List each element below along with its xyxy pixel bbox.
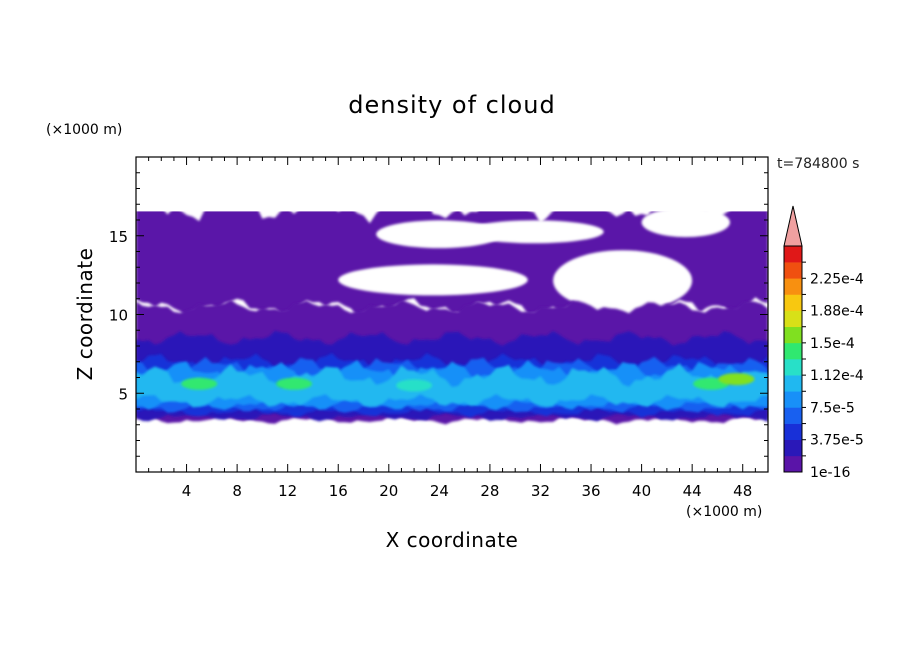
x-tick-label: 44 — [683, 482, 702, 500]
density-hotspot — [396, 379, 433, 392]
colorbar-label: 1.88e-4 — [810, 304, 864, 320]
x-tick-label: 24 — [430, 482, 449, 500]
density-hotspot — [181, 377, 218, 390]
x-axis-ticks: 4 8 12 16 20 24 28 32 36 40 44 48 — [148, 157, 756, 500]
y-axis-title: Z coordinate — [73, 248, 97, 381]
colorbar-swatch — [784, 407, 802, 424]
time-label: t=784800 s — [777, 156, 859, 172]
x-tick-label: 28 — [480, 482, 499, 500]
density-band-level-6 — [136, 363, 768, 408]
colorbar-swatch — [784, 278, 802, 295]
colorbar-swatch — [784, 326, 802, 344]
colorbar-extend-arrow — [783, 205, 803, 247]
colorbar-label: 2.25e-4 — [810, 271, 864, 287]
colorbar-label: 1.5e-4 — [810, 336, 855, 352]
cloud-density-field — [136, 157, 768, 425]
x-tick-label: 48 — [733, 482, 752, 500]
x-tick-label: 12 — [278, 482, 297, 500]
y-tick-label: 15 — [109, 228, 128, 246]
density-hotspot — [718, 373, 755, 386]
colorbar-swatch — [784, 294, 802, 311]
colorbar-swatch — [784, 310, 802, 328]
clear-sky-top — [136, 157, 768, 212]
colorbar-swatch — [784, 375, 802, 392]
colorbar-swatch — [784, 342, 802, 360]
x-tick-label: 36 — [581, 482, 600, 500]
y-axis-ticks: 5 10 15 — [109, 172, 768, 457]
cloud-gap — [464, 220, 604, 244]
colorbar-swatch — [784, 391, 802, 408]
chart-title: density of cloud — [348, 91, 555, 119]
colorbar-swatch — [784, 439, 802, 457]
x-tick-label: 16 — [329, 482, 348, 500]
y-tick-label: 10 — [109, 307, 128, 325]
colorbar-swatch — [784, 455, 802, 473]
colorbar: 2.25e-4 1.88e-4 1.5e-4 1.12e-4 7.5e-5 3.75e-5… — [783, 205, 864, 481]
y-axis-unit: (×1000 m) — [46, 122, 122, 138]
x-axis-unit: (×1000 m) — [686, 504, 762, 520]
x-tick-label: 32 — [531, 482, 550, 500]
cloud-gap — [338, 264, 528, 296]
colorbar-label: 3.75e-5 — [810, 433, 864, 449]
cloud-gap — [641, 207, 730, 238]
colorbar-swatch — [784, 262, 802, 279]
colorbar-label: 1.12e-4 — [810, 368, 864, 384]
cloud-gap — [553, 250, 693, 311]
x-tick-label: 20 — [379, 482, 398, 500]
colorbar-label: 1e-16 — [810, 465, 850, 481]
colorbar-swatch — [784, 423, 802, 441]
x-tick-label: 8 — [232, 482, 242, 500]
y-tick-label: 5 — [118, 385, 128, 403]
colorbar-label: 7.5e-5 — [810, 400, 855, 416]
x-axis-title: X coordinate — [386, 528, 519, 552]
colorbar-swatch — [784, 246, 802, 263]
x-tick-label: 4 — [182, 482, 192, 500]
density-hotspot — [276, 377, 312, 390]
colorbar-swatch — [784, 359, 802, 376]
x-tick-label: 40 — [632, 482, 651, 500]
